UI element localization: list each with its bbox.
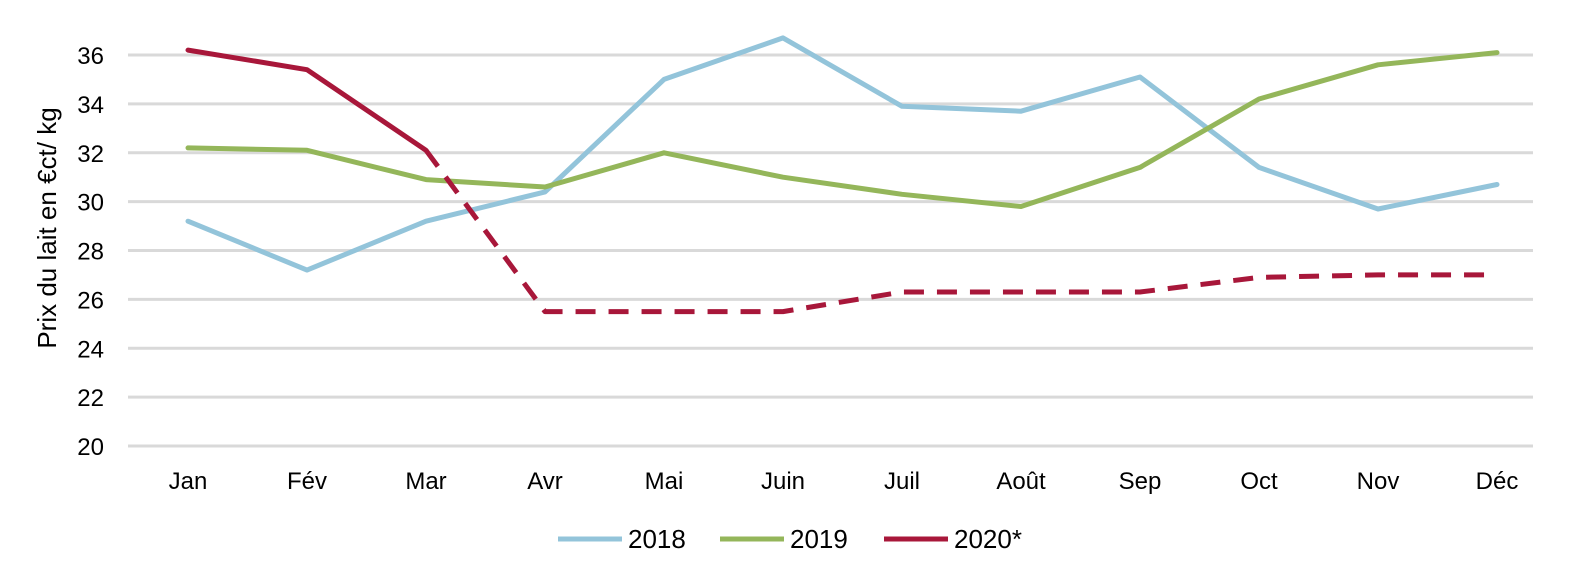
x-tick-label: Mar [405, 468, 446, 495]
y-axis-title: Prix du lait en €ct/ kg [32, 107, 62, 348]
y-tick-label: 24 [77, 336, 104, 363]
series-line-solid [185, 47, 429, 153]
series-line-dashed [423, 148, 1497, 315]
x-tick-label: Nov [1357, 468, 1400, 495]
x-tick-label: Déc [1476, 468, 1519, 495]
y-tick-label: 22 [77, 385, 104, 412]
x-tick-label: Juil [884, 468, 920, 495]
x-tick-label: Avr [527, 468, 563, 495]
y-tick-label: 28 [77, 239, 104, 266]
legend-label: 2018 [628, 524, 686, 554]
y-tick-label: 26 [77, 287, 104, 314]
x-tick-label: Sep [1119, 468, 1162, 495]
x-tick-label: Fév [287, 468, 327, 495]
series-line [185, 35, 1500, 273]
legend: 2018 2019 2020* [558, 524, 1022, 554]
gridlines [128, 53, 1533, 448]
legend-label: 2019 [790, 524, 848, 554]
legend-label: 2020* [954, 524, 1022, 554]
x-tick-label: Juin [761, 468, 805, 495]
y-tick-label: 34 [77, 92, 104, 119]
series-2020 [185, 47, 1497, 315]
series-2018 [185, 35, 1500, 273]
x-axis-tick-labels: Jan Fév Mar Avr Mai Juin Juil Août Sep Oct Nov Déc [169, 468, 1519, 495]
series-2019 [185, 50, 1500, 209]
y-axis-tick-labels: 20 22 24 26 28 30 32 34 36 [77, 43, 104, 461]
y-tick-label: 32 [77, 141, 104, 168]
series-line [185, 50, 1500, 209]
x-tick-label: Jan [169, 468, 208, 495]
x-tick-label: Août [996, 468, 1046, 495]
y-tick-label: 30 [77, 190, 104, 217]
y-tick-label: 20 [77, 434, 104, 461]
series-lines [185, 35, 1500, 315]
x-tick-label: Mai [645, 468, 684, 495]
y-tick-label: 36 [77, 43, 104, 70]
x-tick-label: Oct [1240, 468, 1278, 495]
